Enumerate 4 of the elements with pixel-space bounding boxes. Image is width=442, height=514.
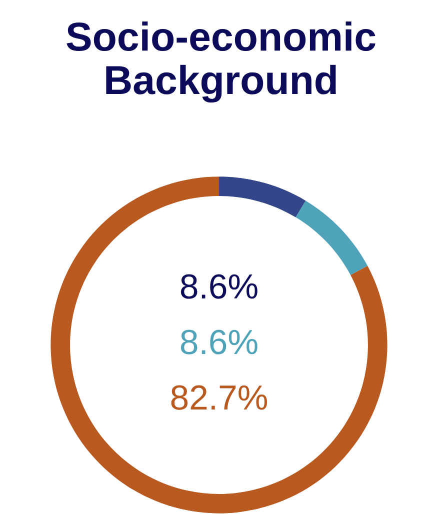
chart-title: Socio-economic Background <box>66 21 376 103</box>
text: 82.7% <box>171 385 267 410</box>
text: 8.6% <box>180 330 258 354</box>
text: 8.6% <box>180 274 258 299</box>
